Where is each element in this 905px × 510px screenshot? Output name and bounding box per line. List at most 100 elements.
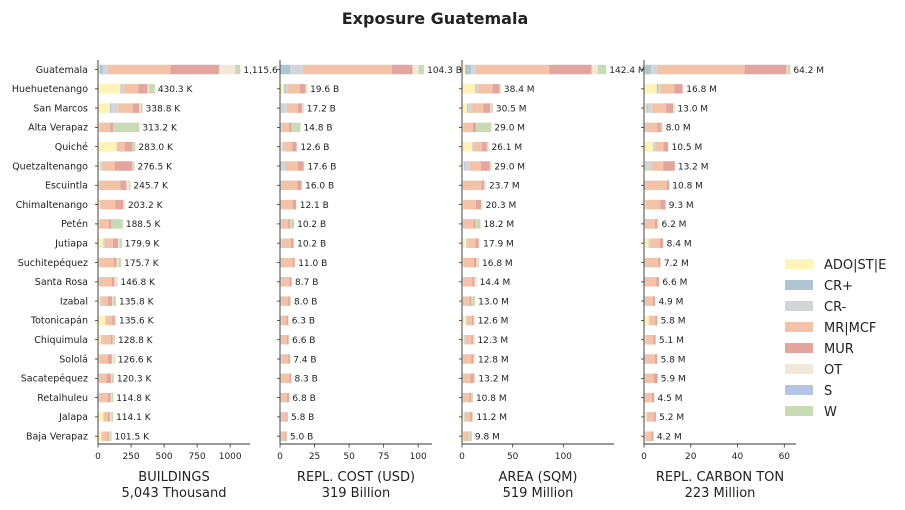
legend-label: MUR	[824, 342, 854, 357]
legend-label: W	[824, 405, 837, 420]
bar-segment-mr-mcf	[645, 257, 659, 268]
bar-segment-ado-st-e	[98, 315, 106, 326]
x-axis-label: REPL. COST (USD)	[297, 470, 415, 485]
bar-segment-mr-mcf	[473, 141, 482, 152]
legend-label: S	[824, 384, 832, 399]
category-label: Sololá	[59, 354, 88, 365]
value-label: 38.4 M	[504, 85, 535, 95]
bar-segment-cr-	[462, 180, 464, 191]
bar-segment-cr-	[462, 392, 464, 403]
x-tick-label: 50	[507, 452, 519, 462]
value-label: 16.0 B	[305, 182, 334, 192]
bar-segment-cr-	[100, 334, 103, 345]
bar-segment-mur	[107, 392, 111, 403]
bar-segment-cr-	[116, 141, 118, 152]
bar-segment-cr-	[644, 354, 646, 364]
bar-segment-ot	[499, 84, 501, 94]
bar-segment-w	[472, 412, 474, 422]
category-label: Jutiapa	[54, 239, 88, 250]
bar-segment-mr-mcf	[645, 219, 655, 229]
bar-segment-ado-st-e	[644, 84, 657, 94]
bar-segment-mur	[300, 84, 306, 94]
bar-segment-mr-mcf	[286, 103, 298, 113]
bar-segment-mur	[469, 412, 472, 422]
bar-segment-mr-mcf	[645, 277, 657, 287]
bar-segment-w	[140, 103, 143, 113]
bar-segment-cr-	[465, 64, 472, 75]
value-label: 9.3 M	[669, 201, 694, 211]
value-label: 23.7 M	[489, 182, 520, 192]
bar-segment-mr-mcf	[303, 64, 392, 75]
bar-segment-ado-st-e	[98, 84, 121, 94]
bar-segment-cr-	[644, 277, 646, 287]
x-tick-label: 60	[779, 452, 791, 462]
bar-segment-mur	[115, 199, 124, 210]
value-label: 13.2 M	[678, 162, 709, 172]
bar-segment-ado-st-e	[280, 141, 283, 152]
bar-segment-mr-mcf	[102, 334, 111, 345]
bar-segment-ot	[108, 431, 110, 441]
bar-segment-w	[112, 122, 140, 133]
bar-segment-w	[113, 354, 115, 364]
bar-segment-ado-st-e	[644, 103, 647, 113]
bar-segment-ot	[412, 64, 419, 75]
value-label: 10.5 M	[672, 143, 703, 153]
bar-segment-ado-st-e	[644, 64, 646, 75]
bar-segment-mr-mcf	[651, 161, 664, 171]
bar-segment-mr-mcf	[281, 277, 290, 287]
bar-segment-cr-	[280, 277, 282, 287]
bar-segment-ado-st-e	[462, 238, 467, 248]
bar-segment-cr-	[109, 103, 111, 113]
bar-segment-mur	[663, 141, 669, 152]
bar-segment-cr-	[280, 219, 282, 229]
category-label: Izabal	[60, 296, 88, 307]
bar-segment-mr-mcf	[463, 431, 468, 441]
value-label: 5.8 M	[661, 355, 686, 365]
bar-segment-mr-mcf	[103, 161, 115, 171]
value-label: 313.2 K	[142, 124, 178, 134]
category-label: Alta Verapaz	[28, 123, 88, 134]
bar-segment-cr-	[462, 354, 464, 364]
bar-segment-cr-	[645, 199, 647, 210]
bar-segment-cr-	[644, 219, 646, 229]
bar-segment-ado-st-e	[462, 257, 464, 268]
bar-segment-cr-	[99, 354, 100, 364]
bar-segment-mr-mcf	[463, 122, 473, 133]
value-label: 128.8 K	[118, 336, 154, 346]
bar-segment-mur	[297, 103, 303, 113]
bar-segment-mur	[132, 103, 140, 113]
value-label: 1,115.6 K	[243, 66, 287, 76]
value-label: 10.8 M	[672, 182, 703, 192]
category-label: Retalhuleu	[37, 393, 88, 404]
bar-segment-cr-	[644, 180, 646, 191]
legend-swatch	[785, 259, 813, 269]
bar-segment-ot	[110, 392, 112, 403]
value-label: 11.0 B	[298, 259, 327, 269]
bar-segment-mur	[111, 277, 115, 287]
bar-segment-ot	[116, 257, 119, 268]
legend-swatch	[785, 322, 813, 332]
value-label: 126.6 K	[118, 355, 154, 365]
bar-segment-mr-mcf	[476, 64, 550, 75]
bar-segment-w	[472, 296, 476, 306]
x-tick-label: 0	[641, 452, 647, 462]
bar-segment-ot	[478, 238, 480, 248]
bar-segment-mr-mcf	[123, 84, 139, 94]
value-label: 6.6 B	[292, 336, 315, 346]
bar-segment-mr-mcf	[281, 219, 289, 229]
bar-segment-cr-	[103, 238, 105, 248]
bar-segment-mur	[472, 277, 475, 287]
bar-segment-ot	[111, 354, 114, 364]
bar-segment-mur	[292, 257, 295, 268]
bar-segment-mr-mcf	[102, 431, 108, 441]
bar-segment-w	[290, 296, 292, 306]
bar-segment-cr-	[645, 161, 646, 171]
bar-segment-w	[131, 141, 136, 152]
bar-segment-cr-	[472, 141, 474, 152]
bar-segment-mur	[170, 64, 220, 75]
bar-segment-w	[597, 64, 607, 75]
bar-segment-mur	[481, 141, 487, 152]
value-label: 12.8 M	[478, 355, 509, 365]
legend-label: ADO|ST|E	[824, 258, 886, 273]
